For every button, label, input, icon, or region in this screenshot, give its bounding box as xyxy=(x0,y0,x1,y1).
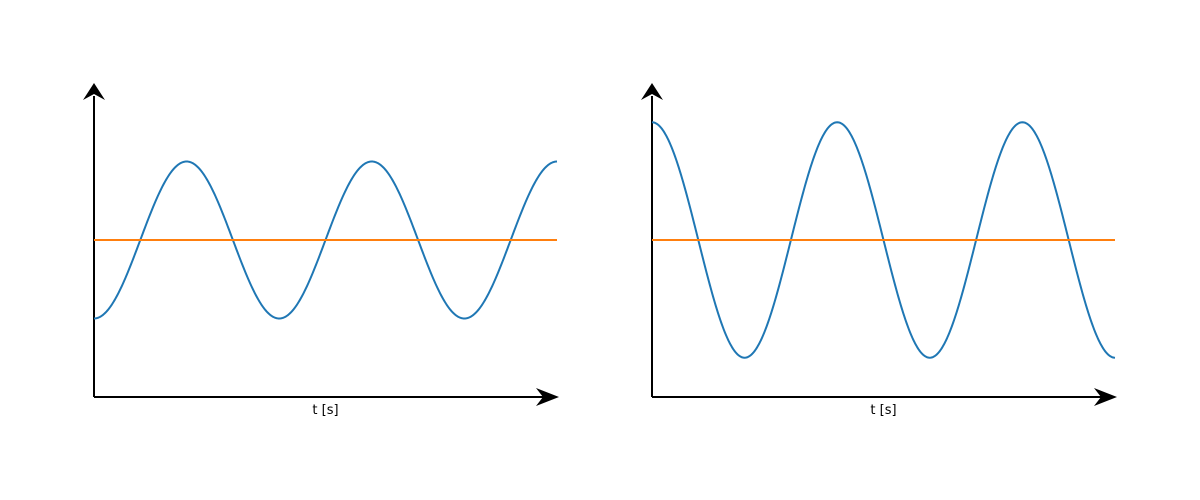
y-axis-arrow-icon xyxy=(83,83,105,100)
x-axis-arrow-icon xyxy=(536,388,559,406)
x-axis-label: t [s] xyxy=(312,403,338,418)
y-axis-arrow-icon xyxy=(641,83,663,100)
right-plot-panel: t [s] xyxy=(641,83,1117,418)
left-plot-panel: t [s] xyxy=(83,83,559,418)
x-axis-label: t [s] xyxy=(870,403,896,418)
x-axis-arrow-icon xyxy=(1094,388,1117,406)
